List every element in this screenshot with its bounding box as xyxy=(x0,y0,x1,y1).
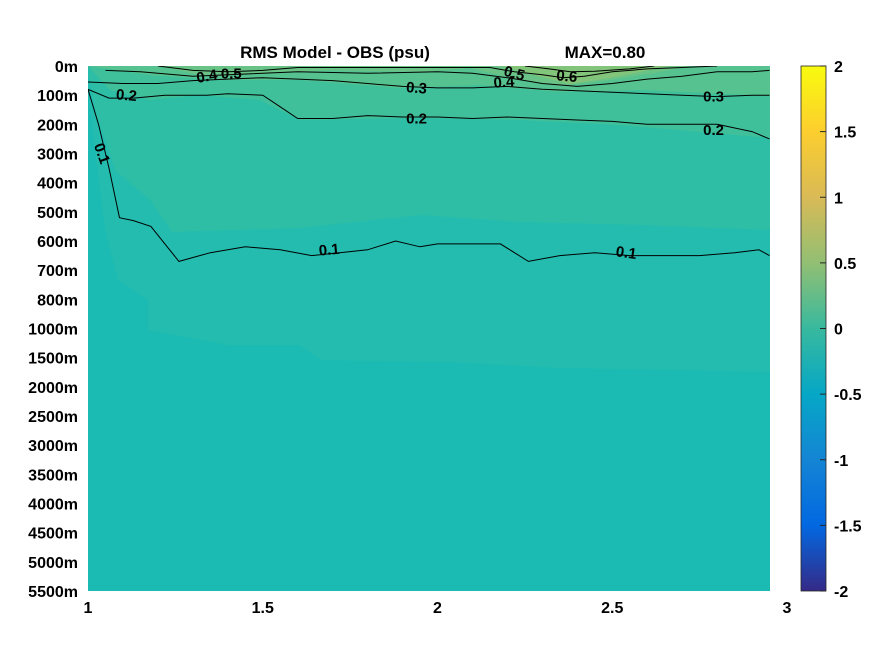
y-tick-label: 400m xyxy=(37,176,78,193)
contour-label: 0.2 xyxy=(703,122,724,139)
y-tick-label: 5500m xyxy=(28,584,78,601)
y-tick-label: 4500m xyxy=(28,526,78,543)
y-tick-label: 200m xyxy=(37,117,78,134)
colorbar-tick-label: -1 xyxy=(834,453,848,470)
y-tick-label: 600m xyxy=(37,234,78,251)
max-label: MAX=0.80 xyxy=(565,43,646,62)
x-axis-ticks: 1 1.5 2 2.5 3 xyxy=(84,600,792,617)
contour-label: 0.4 xyxy=(493,73,516,92)
contour-line-0.5 xyxy=(157,66,718,79)
contour-line-0.3 xyxy=(88,77,770,98)
y-tick-label: 2000m xyxy=(28,380,78,397)
contour-line-0.6 xyxy=(524,66,655,73)
y-tick-label: 0m xyxy=(55,59,78,76)
colorbar-tick-label: 1 xyxy=(834,190,843,207)
chart-title: RMS Model - OBS (psu) xyxy=(240,43,430,62)
y-tick-label: 1000m xyxy=(28,322,78,339)
contour-label: 0.5 xyxy=(221,65,242,82)
contour-label: 0.2 xyxy=(115,86,137,105)
colorbar-tick-label: 2 xyxy=(834,59,843,76)
contour-label: 0.4 xyxy=(195,66,219,86)
x-tick-label: 1.5 xyxy=(252,600,274,617)
contour-label: 0.3 xyxy=(405,79,427,98)
y-tick-label: 4000m xyxy=(28,497,78,514)
contour-label: 0.3 xyxy=(703,89,724,106)
colorbar-tick-label: 0.5 xyxy=(834,256,856,273)
contour-fill-regions xyxy=(88,66,770,591)
y-tick-label: 800m xyxy=(37,292,78,309)
x-tick-label: 1 xyxy=(84,600,93,617)
colorbar-tick-label: -1.5 xyxy=(834,518,862,535)
y-tick-label: 700m xyxy=(37,263,78,280)
colorbar-tick-label: 1.5 xyxy=(834,125,856,142)
colorbar-tick-label: -0.5 xyxy=(834,387,862,404)
x-tick-label: 2.5 xyxy=(601,600,623,617)
x-tick-label: 2 xyxy=(433,600,442,617)
colorbar-ticks: 2 1.5 1 0.5 0 -0.5 -1 -1.5 -2 xyxy=(820,59,862,601)
contour-line-0.4 xyxy=(105,69,770,87)
x-tick-label: 3 xyxy=(783,600,792,617)
y-axis-ticks: 0m 100m 200m 300m 400m 500m 600m 700m 800m 1000m 1… xyxy=(28,59,78,601)
y-tick-label: 300m xyxy=(37,147,78,164)
contour-label: 0.1 xyxy=(318,241,340,260)
y-tick-label: 2500m xyxy=(28,409,78,426)
contour-labels: 0.10.1 0.10.20.20.20.3 0.30.4 0.40.5 0.5 0.6 xyxy=(90,63,724,263)
contour-label: 0.2 xyxy=(406,111,427,128)
colorbar-tick-label: -2 xyxy=(834,584,848,601)
y-tick-label: 3500m xyxy=(28,467,78,484)
y-tick-label: 500m xyxy=(37,205,78,222)
y-tick-label: 5000m xyxy=(28,555,78,572)
contour-label: 0.5 xyxy=(502,63,527,85)
contour-label: 0.1 xyxy=(615,243,638,263)
y-tick-label: 3000m xyxy=(28,438,78,455)
contour-line-0.2 xyxy=(88,88,770,140)
colorbar-tick-label: 0 xyxy=(834,322,843,339)
contour-lines xyxy=(88,66,770,262)
contour-line-0.1 xyxy=(88,89,770,262)
contour-label: 0.6 xyxy=(556,67,578,86)
y-tick-label: 100m xyxy=(37,88,78,105)
contour-label: 0.1 xyxy=(90,141,113,166)
y-tick-label: 1500m xyxy=(28,351,78,368)
